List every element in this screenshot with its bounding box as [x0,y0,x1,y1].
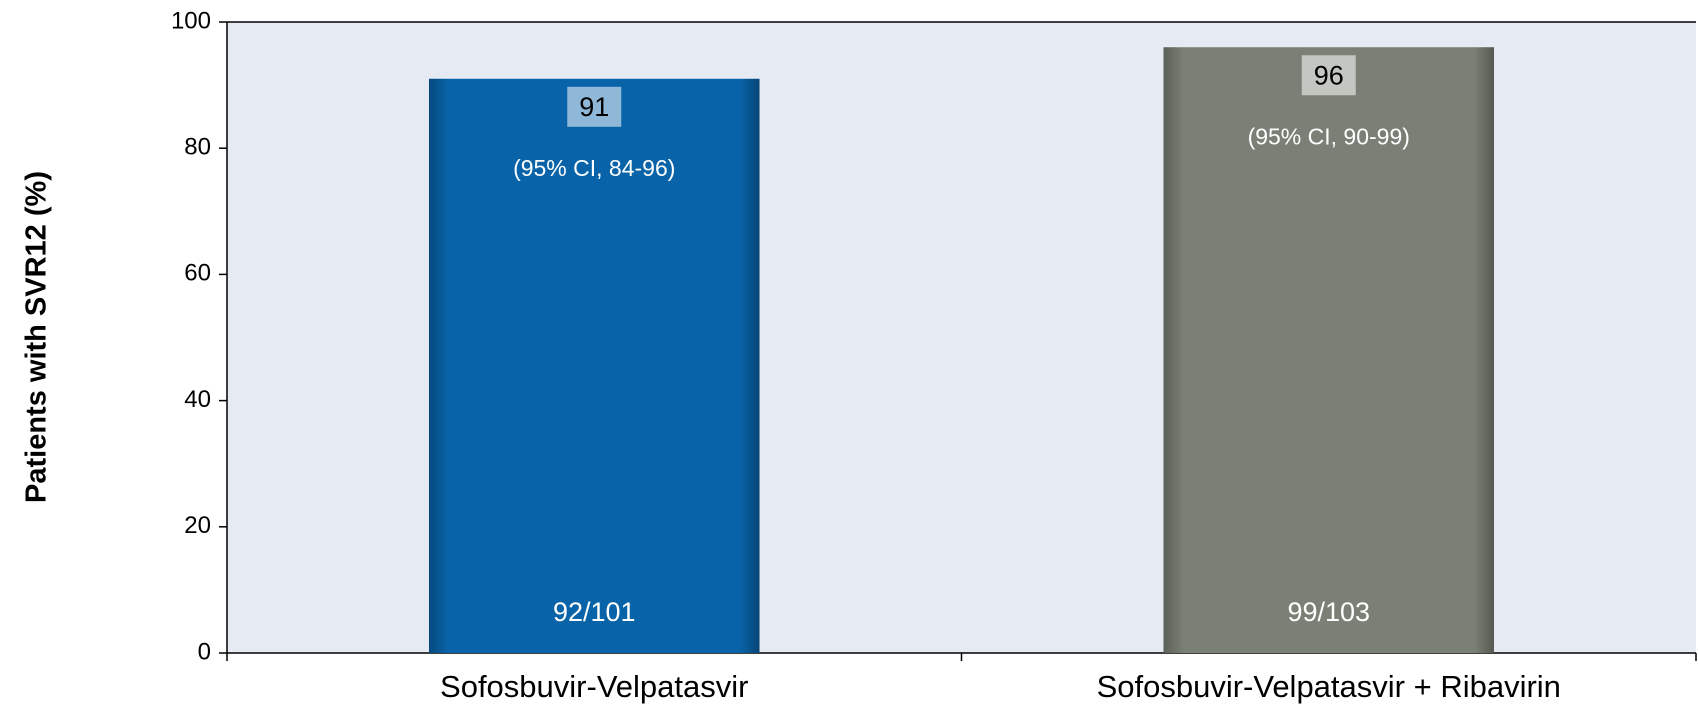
y-tick-label: 100 [171,7,211,34]
value-label-box [1301,55,1356,96]
y-tick-label: 40 [184,386,211,413]
n-label: 99/103 [1287,597,1370,627]
bar-shade [428,78,760,654]
x-tick-label: Sofosbuvir-Velpatasvir [440,669,748,704]
n-label: 92/101 [553,597,636,627]
value-label-box [567,86,622,127]
y-tick-label: 60 [184,260,211,287]
value-label: 96 [1314,60,1344,90]
ci-label: (95% CI, 90-99) [1248,123,1410,149]
y-tick-label: 0 [198,638,211,665]
y-tick-label: 80 [184,134,211,161]
bar-shade [1163,47,1495,654]
y-tick-label: 20 [184,512,211,539]
x-tick-label: Sofosbuvir-Velpatasvir + Ribavirin [1097,669,1561,704]
ci-label: (95% CI, 84-96) [513,155,675,181]
y-axis-label: Patients with SVR12 (%) [21,171,53,503]
value-label: 91 [579,92,609,122]
